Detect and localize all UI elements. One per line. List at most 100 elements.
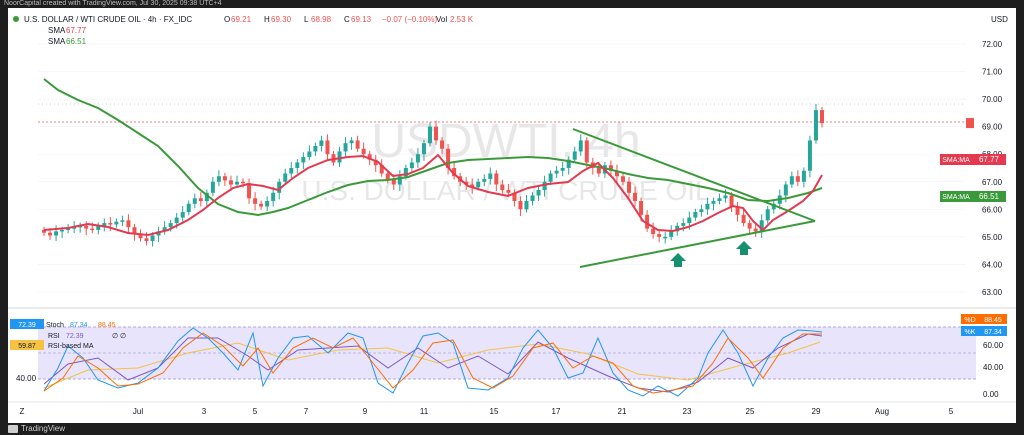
stoch-name[interactable]: Stoch — [46, 322, 64, 329]
candle-body — [524, 201, 529, 210]
candle-body — [96, 225, 101, 230]
candle-body — [174, 217, 179, 224]
candle-body — [204, 192, 209, 202]
price-tick-label: 65.00 — [982, 233, 1003, 242]
time-tick-label: 3 — [202, 407, 207, 416]
stoch-d-value: 88.45 — [98, 322, 116, 329]
time-tick-label: 21 — [618, 407, 627, 416]
candle-body — [295, 162, 300, 168]
time-tick-label: 15 — [490, 407, 499, 416]
upper-trendline — [572, 128, 816, 222]
candle-body — [192, 198, 197, 204]
time-tick-label: 5 — [253, 407, 258, 416]
candle-body — [813, 110, 818, 141]
candle-body — [476, 181, 481, 188]
price-tick-label: 64.00 — [982, 260, 1003, 269]
candle-body — [669, 231, 674, 237]
volume-label: Vol — [436, 15, 447, 24]
candle-body — [120, 220, 125, 222]
sma-slow-line — [43, 78, 823, 217]
osc-left-40: 40.00 — [16, 374, 37, 383]
candle-body — [367, 154, 372, 160]
candle-body — [452, 167, 457, 177]
candle-body — [271, 192, 276, 202]
candle-body — [506, 190, 511, 193]
ohlc-value: 69.30 — [271, 15, 292, 24]
candle-body — [482, 178, 487, 182]
candle-body — [584, 140, 589, 163]
candle-body — [66, 228, 71, 231]
candle-body — [186, 203, 191, 213]
candle-body — [705, 203, 710, 210]
ohlc-value: 69.13 — [351, 15, 372, 24]
candle-body — [657, 234, 662, 237]
candle-body — [241, 181, 246, 184]
candle-body — [470, 184, 475, 188]
candle-body — [307, 151, 312, 157]
candle-body — [234, 181, 239, 185]
candle-body — [210, 181, 215, 193]
candle-body — [530, 195, 535, 202]
candle-body — [150, 235, 155, 241]
candle-body — [446, 148, 451, 168]
price-tick-label: 69.00 — [982, 123, 1003, 132]
candle-body — [596, 167, 601, 174]
chart-frame: 63.0064.0065.0066.0067.0068.0069.0070.00… — [8, 8, 1016, 423]
time-tick-label: 25 — [746, 407, 755, 416]
candle-body — [488, 173, 493, 179]
candle-body — [54, 231, 59, 236]
candle-body — [633, 192, 638, 202]
candle-body — [687, 217, 692, 224]
candle-body — [277, 181, 282, 193]
candle-body — [795, 176, 800, 182]
candle-body — [228, 180, 233, 185]
rsi-ma-name[interactable]: RSI-based MA — [48, 343, 94, 350]
candle-body — [108, 223, 113, 225]
time-axis[interactable]: Z Jul 3 5 7 9 11 15 17 21 23 25 29 Aug 5 — [20, 407, 954, 416]
rsi-value: 72.39 — [66, 333, 84, 340]
candle-body — [536, 190, 541, 196]
sma-slow-value: 66.51 — [66, 37, 87, 46]
ohlc-key: O — [224, 15, 230, 24]
candle-body — [343, 143, 348, 152]
candle-body — [735, 206, 740, 215]
candle-body — [60, 229, 65, 232]
candle-body — [717, 198, 722, 202]
tradingview-logo[interactable]: TradingView — [8, 424, 65, 433]
candle-body — [500, 184, 505, 191]
candle-body — [753, 228, 758, 232]
candle-body — [681, 223, 686, 226]
candle-body — [84, 225, 89, 229]
candle-body — [337, 151, 342, 163]
sma-fast-name[interactable]: SMA — [48, 26, 66, 35]
sma-fast-value: 67.77 — [66, 26, 87, 35]
oscillator-axis: %D 88.45 %K 87.34 60.00 40.00 0.00 — [961, 314, 1007, 399]
sma-slow-name[interactable]: SMA — [48, 37, 66, 46]
ohlc-key: C — [344, 15, 350, 24]
candle-body — [42, 229, 46, 233]
candle-body — [711, 201, 716, 204]
candle-body — [144, 238, 149, 241]
candle-body — [397, 176, 402, 185]
candle-body — [651, 228, 656, 235]
stoch-k-value: 87.34 — [70, 322, 88, 329]
candle-body — [379, 165, 384, 174]
candle-body — [409, 162, 414, 168]
chart-legend: U.S. DOLLAR / WTI CRUDE OIL · 4h · FX_ID… — [13, 15, 474, 46]
candle-body — [723, 195, 728, 199]
price-tick-label: 67.00 — [982, 178, 1003, 187]
svg-text:87.34: 87.34 — [984, 329, 1002, 336]
candle-body — [216, 176, 221, 182]
candle-body — [259, 203, 264, 207]
rsi-name[interactable]: RSI — [48, 333, 60, 340]
candle-body — [72, 227, 77, 229]
rsi-ma-line — [43, 341, 821, 389]
svg-text:88.45: 88.45 — [984, 317, 1002, 324]
candle-body — [494, 173, 499, 185]
candle-body — [608, 165, 613, 171]
chart-svg[interactable]: 63.0064.0065.0066.0067.0068.0069.0070.00… — [8, 8, 1016, 423]
candle-body — [126, 220, 131, 228]
time-tick-label: Jul — [133, 407, 143, 416]
volume-value: 2.53 K — [450, 15, 474, 24]
candle-body — [807, 140, 812, 171]
